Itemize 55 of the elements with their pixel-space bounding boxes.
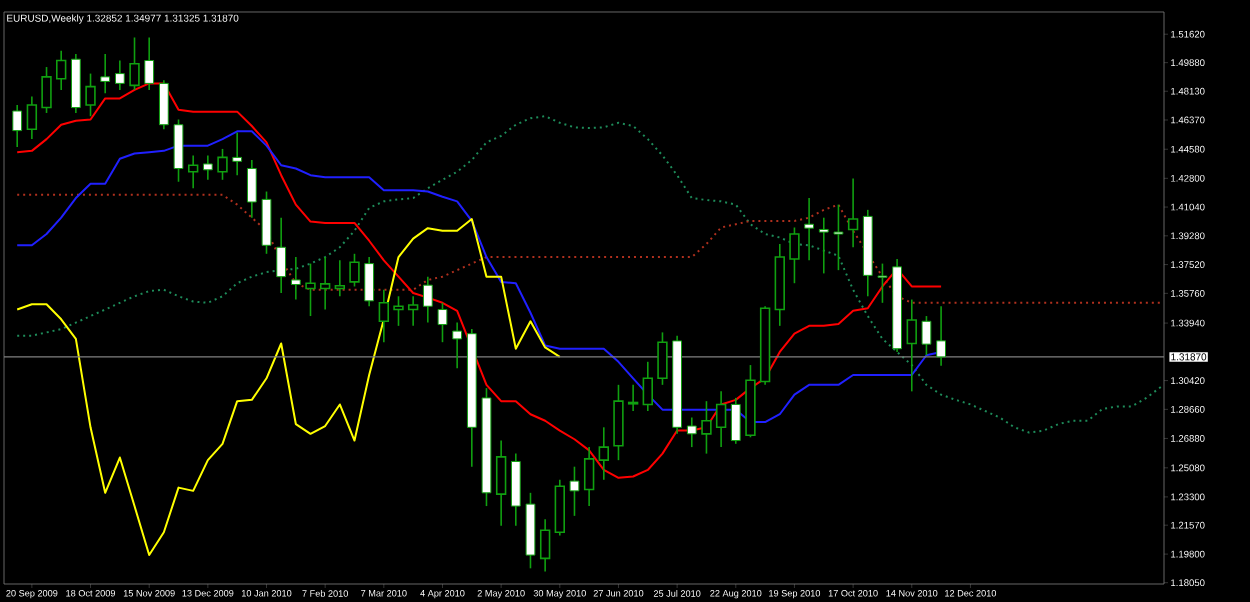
candlestick	[452, 321, 463, 370]
candlestick	[41, 66, 52, 114]
candlestick	[554, 478, 565, 537]
line-series	[16, 218, 561, 557]
candlestick	[319, 256, 331, 311]
candlestick	[583, 446, 595, 507]
candlestick	[613, 384, 624, 461]
candlestick	[510, 452, 521, 527]
candlestick	[232, 131, 243, 177]
candlestick	[642, 361, 653, 412]
candlestick	[100, 53, 111, 94]
candlestick	[173, 118, 184, 183]
candlestick	[407, 295, 419, 327]
candlestick	[921, 315, 932, 357]
candlestick	[569, 465, 580, 517]
candlestick	[686, 416, 697, 448]
candlestick	[187, 154, 199, 190]
candlestick	[847, 177, 859, 249]
candlestick	[818, 216, 829, 275]
candlestick	[334, 259, 346, 298]
candlestick	[422, 275, 433, 324]
candlestick	[804, 197, 815, 262]
candlestick	[936, 305, 946, 367]
candlestick	[217, 148, 228, 181]
candlestick	[158, 79, 169, 131]
candlestick	[789, 226, 800, 285]
candlestick	[261, 190, 272, 255]
candlestick	[539, 518, 551, 573]
candlestick	[598, 426, 609, 481]
candlestick	[627, 384, 639, 412]
candlestick	[877, 262, 888, 304]
candlestick	[114, 59, 125, 91]
candlestick	[246, 159, 257, 219]
candlestick	[129, 36, 140, 91]
candlestick	[393, 295, 404, 327]
candlestick	[495, 439, 507, 527]
candlestick	[437, 302, 448, 343]
candlestick	[378, 288, 390, 343]
candlestick	[290, 256, 301, 301]
candlestick	[349, 253, 360, 288]
candlestick	[305, 262, 316, 317]
candlestick	[26, 95, 38, 140]
candlestick	[730, 397, 741, 445]
candlestick	[276, 216, 287, 294]
candlestick	[202, 154, 213, 181]
candlestick	[701, 400, 712, 455]
candlestick	[56, 49, 67, 91]
candlestick	[657, 331, 668, 386]
candlestick	[144, 36, 155, 91]
candlestick	[85, 72, 96, 118]
candlestick	[715, 390, 727, 448]
candlestick	[12, 104, 23, 148]
candlestick	[906, 298, 917, 393]
candlestick	[364, 256, 375, 308]
candlestick	[833, 203, 844, 271]
